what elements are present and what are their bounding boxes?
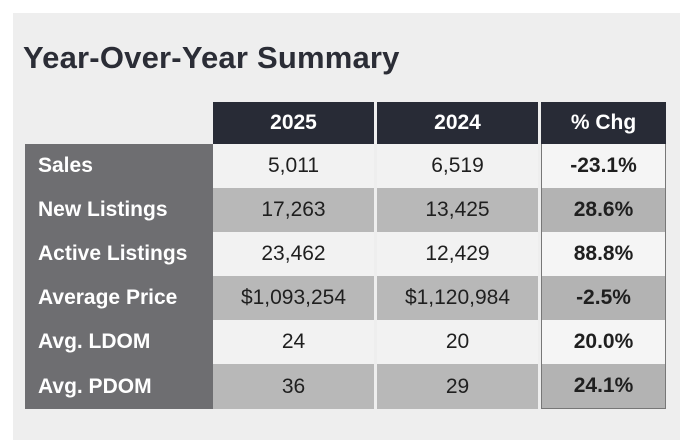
cell-percent-change: 20.0% <box>541 320 666 364</box>
cell-current-year: 17,263 <box>213 188 377 232</box>
cell-previous-year: 6,519 <box>377 144 541 188</box>
page-title: Year-Over-Year Summary <box>23 40 400 75</box>
column-header-current-year: 2025 <box>213 102 377 144</box>
header-corner <box>25 102 213 144</box>
cell-current-year: 36 <box>213 364 377 409</box>
table-row-average-price: Average Price $1,093,254 $1,120,984 -2.5… <box>25 276 666 320</box>
row-label: Avg. PDOM <box>25 364 213 409</box>
cell-percent-change: 24.1% <box>541 364 666 409</box>
cell-previous-year: 29 <box>377 364 541 409</box>
cell-percent-change: -2.5% <box>541 276 666 320</box>
cell-current-year: 24 <box>213 320 377 364</box>
cell-percent-change: 28.6% <box>541 188 666 232</box>
row-label: Active Listings <box>25 232 213 276</box>
table-row-new-listings: New Listings 17,263 13,425 28.6% <box>25 188 666 232</box>
summary-panel: Year-Over-Year Summary 2025 2024 % Chg S… <box>13 13 680 440</box>
summary-table: 2025 2024 % Chg Sales 5,011 6,519 -23.1%… <box>25 102 666 409</box>
table-row-active-listings: Active Listings 23,462 12,429 88.8% <box>25 232 666 276</box>
table-row-sales: Sales 5,011 6,519 -23.1% <box>25 144 666 188</box>
column-header-previous-year: 2024 <box>377 102 541 144</box>
cell-current-year: 5,011 <box>213 144 377 188</box>
row-label: Average Price <box>25 276 213 320</box>
table-row-avg-pdom: Avg. PDOM 36 29 24.1% <box>25 364 666 409</box>
row-label: Avg. LDOM <box>25 320 213 364</box>
row-label: Sales <box>25 144 213 188</box>
cell-previous-year: 12,429 <box>377 232 541 276</box>
cell-previous-year: 13,425 <box>377 188 541 232</box>
cell-percent-change: 88.8% <box>541 232 666 276</box>
cell-current-year: 23,462 <box>213 232 377 276</box>
cell-previous-year: 20 <box>377 320 541 364</box>
column-header-percent-change: % Chg <box>541 102 666 144</box>
table-header-row: 2025 2024 % Chg <box>25 102 666 144</box>
cell-percent-change: -23.1% <box>541 144 666 188</box>
table-row-avg-ldom: Avg. LDOM 24 20 20.0% <box>25 320 666 364</box>
cell-previous-year: $1,120,984 <box>377 276 541 320</box>
row-label: New Listings <box>25 188 213 232</box>
cell-current-year: $1,093,254 <box>213 276 377 320</box>
